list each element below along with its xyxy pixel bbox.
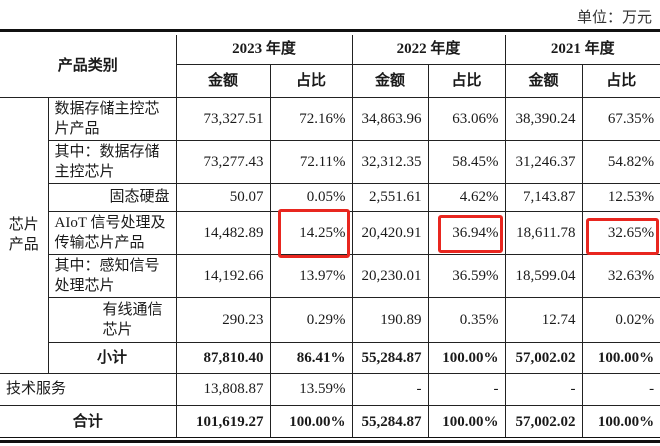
row-label: 合计 — [0, 404, 177, 438]
total-row: 合计 101,619.27 100.00% 55,284.87 100.00% … — [0, 404, 660, 438]
header-amount: 金额 — [176, 63, 271, 98]
cell-2021-amount: 7,143.87 — [504, 182, 583, 212]
table-row: 其中：感知信号处理芯片 14,192.66 13.97% 20,230.01 3… — [0, 253, 660, 298]
cell-2022-amount: 55,284.87 — [351, 404, 429, 438]
tech-service-row: 技术服务 13,808.87 13.59% - - - - — [0, 372, 660, 406]
cell-2021-ratio: 100.00% — [581, 341, 660, 374]
cell-2021-ratio: 32.65% — [581, 210, 660, 255]
cell-2021-ratio: 0.02% — [581, 296, 660, 343]
row-label: 小计 — [48, 341, 177, 374]
cell-2022-ratio: 63.06% — [427, 96, 506, 141]
cell-2023-ratio: 0.29% — [269, 296, 353, 343]
cell-2023-amount: 87,810.40 — [175, 341, 271, 374]
group-label: 芯片产品 — [0, 96, 49, 374]
row-label: 有线通信芯片 — [48, 296, 177, 343]
bottom-rule — [0, 437, 660, 438]
cell-2021-amount: 57,002.02 — [504, 341, 583, 374]
top-rule — [0, 29, 660, 32]
cell-2021-amount: 18,611.78 — [504, 210, 583, 255]
cell-2023-ratio: 13.97% — [269, 253, 353, 298]
revenue-table: 产品类别 2023 年度 2022 年度 2021 年度 金额 占比 金额 占比… — [0, 35, 660, 438]
cell-2023-ratio: 100.00% — [269, 404, 353, 438]
row-label: AIoT 信号处理及传输芯片产品 — [48, 210, 177, 255]
cell-2022-ratio: - — [427, 372, 506, 406]
cell-2022-amount: 34,863.96 — [351, 96, 429, 141]
header-year-2021: 2021 年度 — [504, 35, 660, 65]
cell-2022-amount: 2,551.61 — [351, 182, 429, 212]
cell-2022-amount: 32,312.35 — [351, 139, 429, 184]
table-row: 有线通信芯片 290.23 0.29% 190.89 0.35% 12.74 0… — [0, 296, 660, 343]
header-ratio: 占比 — [269, 63, 353, 98]
cell-2022-ratio: 100.00% — [427, 404, 506, 438]
bottom-rule-thick — [0, 440, 660, 443]
header-amount: 金额 — [351, 63, 429, 98]
cell-2022-ratio: 100.00% — [427, 341, 506, 374]
table-row: AIoT 信号处理及传输芯片产品 14,482.89 14.25% 20,420… — [0, 210, 660, 255]
cell-2021-ratio: 54.82% — [581, 139, 660, 184]
cell-2023-amount: 290.23 — [175, 296, 271, 343]
row-label: 其中：数据存储主控芯片 — [48, 139, 177, 184]
cell-2023-ratio: 72.16% — [269, 96, 353, 141]
subtotal-row: 小计 87,810.40 86.41% 55,284.87 100.00% 57… — [0, 341, 660, 374]
cell-2022-amount: 55,284.87 — [351, 341, 429, 374]
cell-2022-amount: 190.89 — [351, 296, 429, 343]
unit-label: 单位：万元 — [576, 10, 652, 26]
cell-2021-ratio: - — [581, 372, 660, 406]
cell-2023-ratio: 0.05% — [269, 182, 353, 212]
cell-2023-ratio: 13.59% — [269, 372, 353, 406]
cell-2023-amount: 14,192.66 — [175, 253, 271, 298]
cell-2021-amount: 38,390.24 — [504, 96, 583, 141]
cell-2021-ratio: 67.35% — [581, 96, 660, 141]
cell-2023-amount: 73,277.43 — [175, 139, 271, 184]
cell-2021-amount: 18,599.04 — [504, 253, 583, 298]
cell-2023-ratio: 86.41% — [269, 341, 353, 374]
header-year-2023: 2023 年度 — [175, 35, 353, 65]
header-year-2022: 2022 年度 — [351, 35, 506, 65]
header-ratio: 占比 — [427, 63, 506, 98]
cell-2023-amount: 101,619.27 — [175, 404, 271, 438]
table-row: 芯片产品 数据存储主控芯片产品 73,327.51 72.16% 34,863.… — [0, 96, 660, 374]
cell-2021-amount: - — [504, 372, 583, 406]
cell-2022-ratio: 0.35% — [427, 296, 506, 343]
cell-2021-ratio: 32.63% — [581, 253, 660, 298]
cell-2023-amount: 13,808.87 — [175, 372, 271, 406]
cell-2021-ratio: 100.00% — [581, 404, 660, 438]
row-label: 数据存储主控芯片产品 — [47, 96, 177, 141]
cell-2023-ratio: 72.11% — [269, 139, 353, 184]
cell-2023-ratio: 14.25% — [269, 210, 353, 255]
cell-2022-amount: - — [351, 372, 429, 406]
cell-2022-ratio: 36.59% — [427, 253, 506, 298]
row-label: 其中：感知信号处理芯片 — [48, 253, 177, 298]
cell-2023-amount: 14,482.89 — [175, 210, 271, 255]
cell-2022-amount: 20,420.91 — [351, 210, 429, 255]
cell-2022-ratio: 58.45% — [427, 139, 506, 184]
group-label-text: 芯片产品 — [8, 217, 39, 253]
header-category: 产品类别 — [0, 35, 177, 98]
cell-2023-amount: 73,327.51 — [175, 96, 271, 141]
header-amount: 金额 — [504, 63, 583, 98]
table-row: 固态硬盘 50.07 0.05% 2,551.61 4.62% 7,143.87… — [0, 182, 660, 212]
cell-2022-amount: 20,230.01 — [351, 253, 429, 298]
header-ratio: 占比 — [581, 63, 660, 98]
cell-2023-amount: 50.07 — [175, 182, 271, 212]
cell-2022-ratio: 36.94% — [427, 210, 506, 255]
cell-2021-amount: 31,246.37 — [504, 139, 583, 184]
cell-2021-amount: 12.74 — [504, 296, 583, 343]
cell-2021-amount: 57,002.02 — [504, 404, 583, 438]
cell-2021-ratio: 12.53% — [581, 182, 660, 212]
row-label: 技术服务 — [0, 372, 177, 406]
row-label: 固态硬盘 — [48, 182, 177, 212]
cell-2022-ratio: 4.62% — [427, 182, 506, 212]
table-row: 其中：数据存储主控芯片 73,277.43 72.11% 32,312.35 5… — [0, 139, 660, 184]
